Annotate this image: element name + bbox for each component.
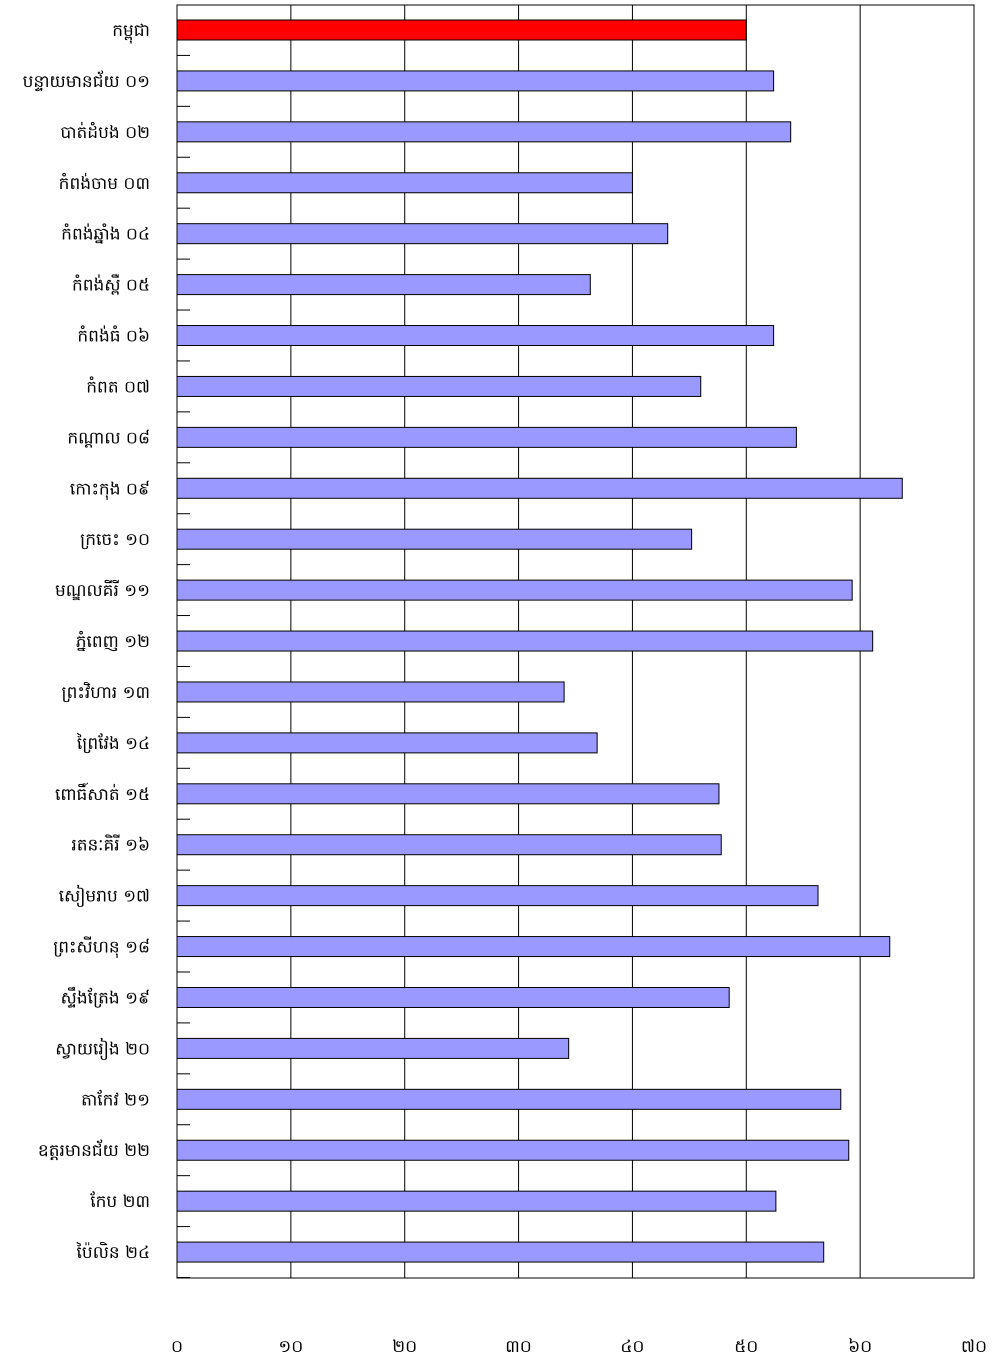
x-tick-label: ២០ [392, 1337, 417, 1357]
category-label: សៀមរាប ១៧ [59, 885, 150, 908]
bar [176, 630, 874, 652]
x-tick-label: ៣០ [505, 1337, 532, 1357]
bar [176, 1037, 570, 1059]
category-label: កំពង់ស្ពឺ ០៥ [72, 274, 150, 296]
category-label: កំពត ០៧ [86, 375, 150, 397]
x-tick-label: ០ [171, 1337, 183, 1357]
category-label: កោះកុង ០៩ [70, 479, 150, 500]
category-label: ឧត្តរមានជ័យ ២២ [38, 1139, 150, 1161]
bar [176, 1139, 850, 1161]
category-label: កណ្ដាល ០៨ [67, 428, 150, 448]
bar [176, 426, 797, 448]
bar [176, 325, 775, 347]
bar [176, 375, 702, 397]
x-tick-label: ៤០ [620, 1337, 644, 1357]
bar [176, 579, 853, 601]
x-tick-label: ៧០ [961, 1337, 987, 1357]
category-label: បាត់ដំបង ០២ [60, 121, 150, 143]
category-label: ក្រចេះ ១០ [80, 530, 150, 550]
category-label: ស្ទឹងត្រែង ១៩ [61, 986, 150, 1008]
category-label: ព្រះវិហារ ១៣ [62, 681, 151, 703]
bar [176, 681, 565, 703]
category-label: មណ្ឌលគីរី ១១ [55, 579, 150, 601]
bar [176, 1241, 825, 1263]
bar [176, 885, 819, 907]
category-label: ប៉ៃលិន ២៤ [76, 1241, 150, 1263]
bar [176, 121, 792, 143]
category-label: ព្រៃវែង ១៤ [76, 732, 150, 754]
bar [176, 172, 633, 194]
category-label: ភ្នំពេញ ១២ [76, 630, 150, 652]
category-label: តាកែវ ២១ [81, 1089, 150, 1110]
bar [176, 783, 720, 805]
category-label: កំពង់ឆ្នាំង ០៤ [61, 223, 150, 245]
y-axis-labels: កម្ពុជាបន្ទាយមានជ័យ ០១បាត់ដំបង ០២កំពង់ចា… [23, 21, 150, 1263]
bar [176, 834, 722, 856]
category-label: កែប ២៣ [90, 1191, 150, 1212]
bar [176, 70, 775, 92]
plot-frame [176, 4, 975, 1279]
x-tick-label: ៥០ [734, 1337, 758, 1357]
bar [176, 528, 693, 550]
bar [176, 274, 591, 296]
x-axis-labels: ០ ១០ ២០ ៣០ ៤០ ៥០ ៦០ ៧០ [171, 1337, 987, 1357]
bar [176, 477, 903, 499]
category-label: កំពង់ធំ ០៦ [77, 325, 150, 347]
category-label: ព្រះសីហនុ ១៨ [53, 936, 150, 959]
category-label: ស្វាយរៀង ២០ [55, 1037, 150, 1060]
x-tick-label: ១០ [278, 1337, 303, 1357]
bar [176, 19, 747, 41]
category-label: បន្ទាយមានជ័យ ០១ [23, 70, 150, 92]
category-label: កំពង់ចាម ០៣ [59, 172, 150, 194]
bar [176, 936, 891, 958]
x-tick-label: ៦០ [848, 1337, 872, 1357]
bar [176, 986, 730, 1008]
bar [176, 1088, 842, 1110]
bar [176, 732, 598, 754]
category-label: កម្ពុជា [112, 21, 150, 44]
bar [176, 223, 669, 245]
category-label: ពោធិ៍សាត់ ១៥ [55, 782, 150, 805]
bar [176, 1190, 777, 1212]
category-label: រតនៈគិរី ១៦ [71, 834, 150, 856]
